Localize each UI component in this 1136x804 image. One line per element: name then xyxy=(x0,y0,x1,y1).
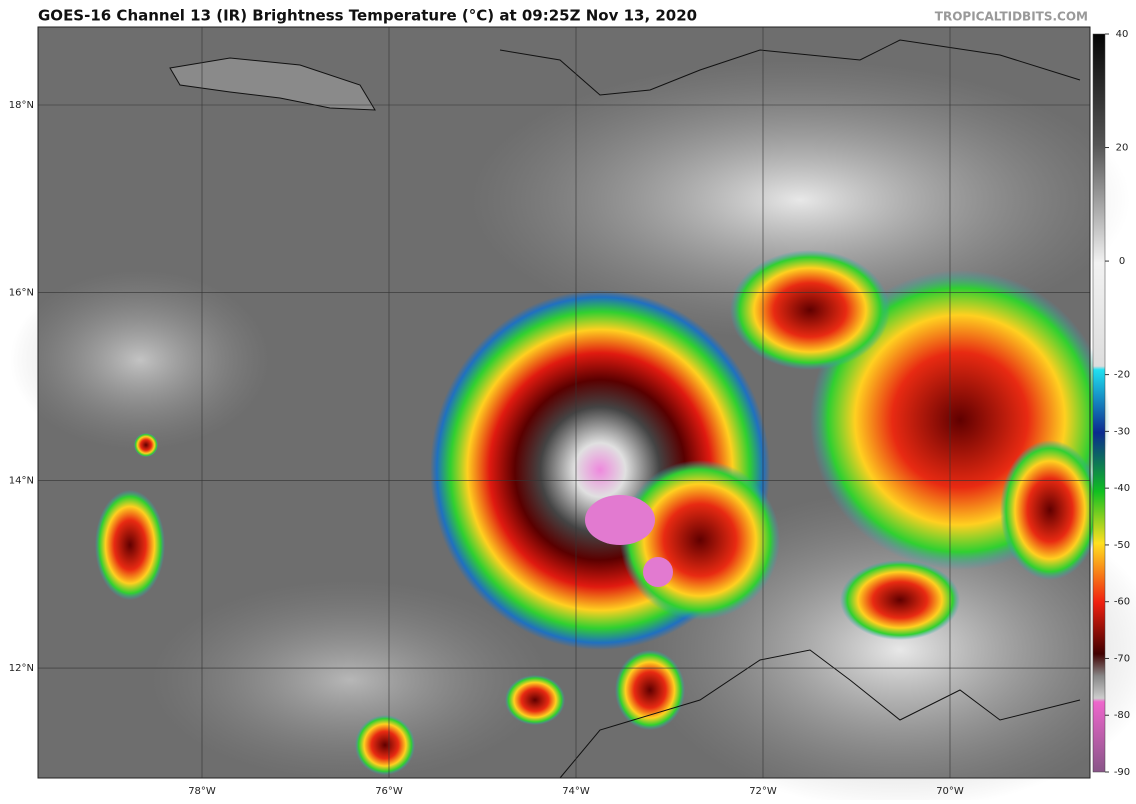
colorbar-tick-label: -60 xyxy=(1114,597,1130,608)
colorbar-tick-label: 0 xyxy=(1119,256,1125,267)
longitude-label: 74°W xyxy=(562,786,590,797)
colorbar-tick-label: -20 xyxy=(1114,370,1130,381)
colorbar-tick-label: -50 xyxy=(1114,540,1130,551)
colorbar-ticks: 40 20 0 -20 -30 -40 -50 -60 -70 -80 -90 xyxy=(1105,29,1130,778)
satellite-image xyxy=(10,27,1136,804)
graticule xyxy=(38,27,1090,778)
longitude-label: 72°W xyxy=(749,786,777,797)
longitude-label: 70°W xyxy=(936,786,964,797)
latitude-label: 18°N xyxy=(9,100,34,111)
longitude-label: 76°W xyxy=(375,786,403,797)
colorbar-tick-label: -70 xyxy=(1114,653,1130,664)
longitude-label: 78°W xyxy=(188,786,216,797)
latitude-label: 14°N xyxy=(9,475,34,486)
colorbar-tick-label: -80 xyxy=(1114,710,1130,721)
colorbar-tick-label: 40 xyxy=(1116,29,1129,40)
credit: TROPICALTIDBITS.COM xyxy=(935,10,1088,24)
latitude-label: 16°N xyxy=(9,288,34,299)
colorbar-tick-label: 20 xyxy=(1116,143,1129,154)
latitude-label: 12°N xyxy=(9,663,34,674)
map-title: GOES-16 Channel 13 (IR) Brightness Tempe… xyxy=(38,7,697,25)
colorbar xyxy=(1092,33,1106,773)
colorbar-tick-label: -30 xyxy=(1114,426,1130,437)
map-frame xyxy=(37,26,1091,779)
colorbar-tick-label: -90 xyxy=(1114,767,1130,778)
colorbar-tick-label: -40 xyxy=(1114,483,1130,494)
